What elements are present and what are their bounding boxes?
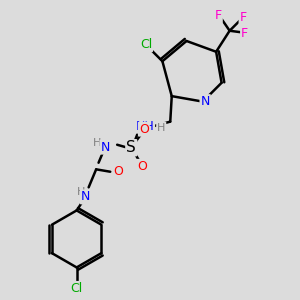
Text: NH: NH <box>135 120 154 133</box>
Text: Cl: Cl <box>140 38 152 51</box>
Text: H: H <box>77 188 85 197</box>
Text: Cl: Cl <box>70 282 83 295</box>
Text: F: F <box>215 9 222 22</box>
Text: F: F <box>241 27 248 40</box>
Text: N: N <box>100 141 110 154</box>
Text: N: N <box>200 95 210 108</box>
Text: N: N <box>81 190 90 203</box>
Text: H: H <box>93 138 101 148</box>
Text: O: O <box>139 123 149 136</box>
Text: S: S <box>126 140 136 155</box>
Text: O: O <box>137 160 147 173</box>
Text: H: H <box>157 123 165 133</box>
Text: O: O <box>113 165 123 178</box>
Text: F: F <box>240 11 247 24</box>
